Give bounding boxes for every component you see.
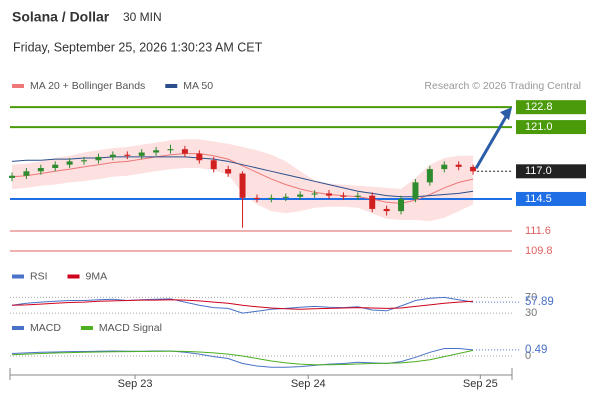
candle-body	[239, 173, 246, 198]
indicator-line	[11, 299, 474, 310]
level-label: 117.0	[525, 165, 552, 177]
x-tick-label: Sep 23	[118, 378, 153, 390]
candle-body	[354, 195, 361, 197]
candle-body	[167, 149, 174, 151]
level-label: 114.5	[525, 193, 552, 205]
candle-body	[124, 154, 131, 156]
candle-body	[181, 149, 188, 154]
candle-body	[369, 195, 376, 209]
candle-body	[95, 156, 102, 161]
y-tick-label: 70	[525, 291, 537, 303]
legend-label: MA 20 + Bollinger Bands	[30, 80, 145, 92]
candle-body	[383, 208, 390, 212]
candle-body	[138, 152, 145, 156]
level-label-box	[516, 120, 586, 135]
legend-swatch	[12, 84, 24, 88]
candle-body	[297, 194, 304, 197]
candle-body	[426, 169, 433, 183]
level-label: 109.8	[525, 245, 553, 257]
credit: Research © 2026 Trading Central	[424, 80, 581, 92]
candle-body	[210, 160, 217, 170]
level-label-box	[516, 100, 586, 115]
interval: 30 MIN	[123, 10, 162, 24]
datetime: Friday, September 25, 2026 1:30:23 AM CE…	[13, 40, 263, 54]
candle-body	[282, 196, 289, 198]
legend-label: RSI	[30, 270, 48, 282]
candle-body	[196, 153, 203, 161]
candle-body	[225, 169, 232, 174]
candle-body	[455, 164, 462, 167]
indicator-line	[11, 348, 474, 368]
legend-label: MACD	[30, 322, 61, 334]
legend-swatch	[12, 274, 24, 279]
x-tick-label: Sep 25	[463, 378, 498, 390]
candle-body	[37, 167, 44, 172]
level-label-box	[516, 191, 586, 206]
candle-body	[23, 171, 30, 176]
candle-body	[253, 197, 260, 199]
candle-body	[109, 154, 116, 157]
current-value-label: 57.89	[525, 296, 554, 308]
candle-body	[153, 150, 160, 153]
legend-label: MA 50	[183, 80, 213, 92]
legend-swatch	[67, 274, 80, 279]
legend-label: MACD Signal	[99, 322, 162, 334]
moving-average	[11, 153, 474, 204]
candle-body	[268, 197, 275, 199]
level-label-box	[516, 164, 586, 179]
level-label: 111.6	[525, 225, 551, 237]
y-tick-label: 0	[525, 350, 531, 362]
x-tick-label: Sep 24	[291, 378, 326, 390]
legend-label: 9MA	[86, 270, 108, 282]
indicator-line	[11, 349, 474, 366]
candle-body	[326, 193, 333, 196]
legend-swatch	[12, 326, 24, 330]
candle-body	[340, 195, 347, 197]
candle-body	[81, 160, 88, 162]
candle-body	[52, 164, 59, 168]
current-value-label: 0.49	[525, 344, 547, 356]
level-label: 121.0	[525, 121, 553, 133]
moving-average	[11, 156, 474, 198]
legend-swatch	[80, 326, 93, 330]
forecast-arrow	[474, 112, 510, 170]
candle-body	[66, 161, 73, 165]
candle-body	[9, 175, 15, 178]
legend-swatch	[165, 84, 178, 88]
candle-body	[412, 182, 419, 199]
candle-body	[398, 198, 405, 212]
indicator-line	[11, 296, 474, 314]
instrument-title: Solana / Dollar	[12, 9, 110, 25]
candle-body	[470, 166, 477, 172]
forecast-arrowhead	[500, 107, 512, 121]
candle-body	[311, 193, 318, 195]
y-tick-label: 30	[525, 307, 537, 319]
candle-body	[441, 164, 448, 170]
level-label: 122.8	[525, 101, 553, 113]
